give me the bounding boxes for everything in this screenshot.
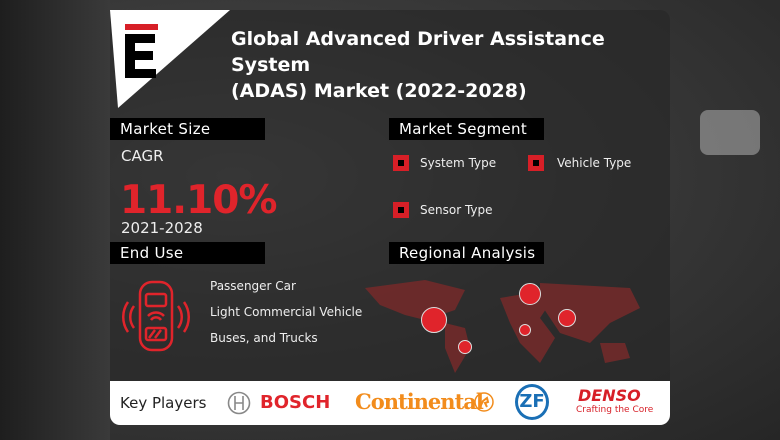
market-size-heading: Market Size xyxy=(110,118,265,140)
region-bubble xyxy=(421,307,447,333)
bullet-icon xyxy=(393,202,409,218)
background-car xyxy=(700,110,760,155)
key-players-band xyxy=(110,381,670,425)
connected-car-icon xyxy=(121,280,191,352)
continental-logo: Continental xyxy=(355,389,484,414)
region-bubble xyxy=(519,283,541,305)
cagr-value: 11.10% xyxy=(120,178,277,223)
page-title: Global Advanced Driver Assistance System… xyxy=(231,26,671,104)
segment-item: System Type xyxy=(420,156,497,170)
region-bubble xyxy=(519,324,531,336)
world-map-icon xyxy=(365,280,640,373)
bullet-icon xyxy=(393,155,409,171)
denso-tagline: Crafting the Core xyxy=(576,405,654,415)
title-line-1: Global Advanced Driver Assistance System xyxy=(231,28,605,76)
region-bubble xyxy=(558,309,576,327)
logo xyxy=(110,10,230,108)
horse-icon xyxy=(474,392,494,412)
end-use-item: Light Commercial Vehicle xyxy=(210,305,363,319)
title-line-2: (ADAS) Market (2022-2028) xyxy=(231,80,527,102)
bosch-logo-icon xyxy=(227,391,251,415)
segment-item: Sensor Type xyxy=(420,203,493,217)
key-players-label: Key Players xyxy=(120,394,207,412)
end-use-item: Passenger Car xyxy=(210,279,296,293)
regional-analysis-heading: Regional Analysis xyxy=(389,242,544,264)
cagr-label: CAGR xyxy=(121,147,164,165)
cagr-period: 2021-2028 xyxy=(121,219,203,237)
region-bubble xyxy=(458,340,472,354)
infographic-panel xyxy=(110,10,670,425)
denso-logo: DENSO xyxy=(578,386,641,405)
background-photo xyxy=(0,0,110,440)
market-segment-heading: Market Segment xyxy=(389,118,544,140)
end-use-heading: End Use xyxy=(110,242,265,264)
end-use-item: Buses, and Trucks xyxy=(210,331,318,345)
zf-logo: ZF xyxy=(515,384,549,420)
bullet-icon xyxy=(528,155,544,171)
bosch-logo: BOSCH xyxy=(260,392,331,413)
segment-item: Vehicle Type xyxy=(557,156,632,170)
